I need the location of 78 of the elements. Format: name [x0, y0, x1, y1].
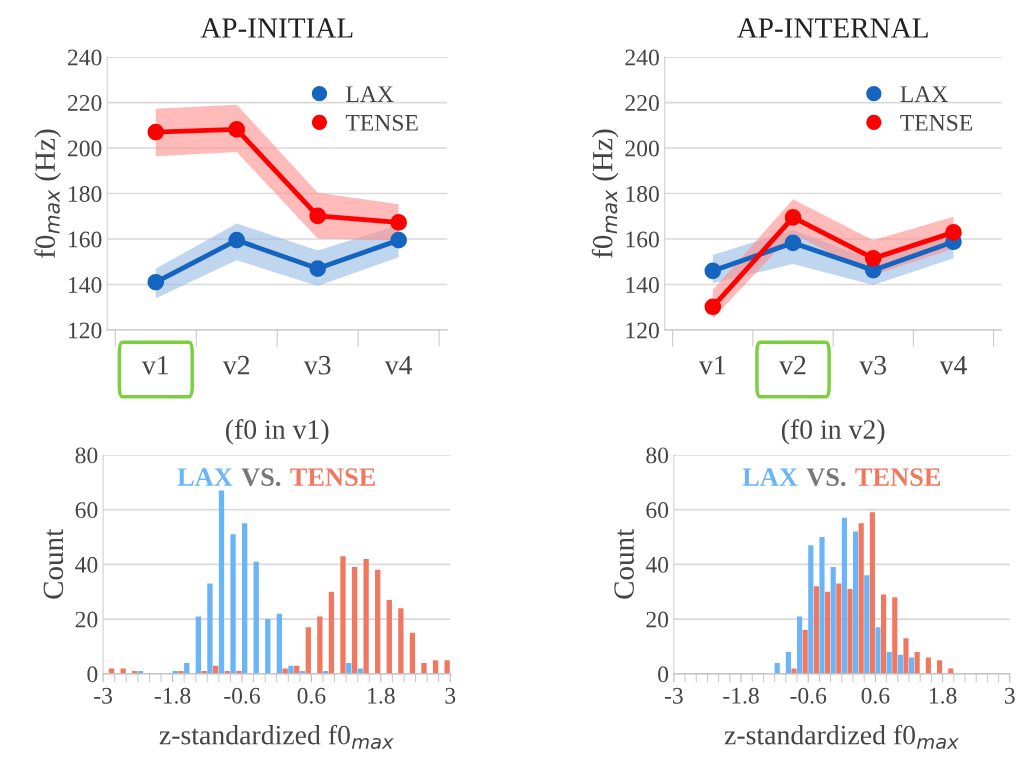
point: [390, 231, 407, 249]
x-tick-label: 1.8: [368, 687, 395, 704]
y-tick-label: 140: [69, 276, 102, 293]
x-tick-label: -0.6: [224, 687, 260, 704]
y-tick-label: 80: [75, 447, 98, 464]
y-tick-label: 160: [626, 231, 659, 248]
x-tick-label: -3: [664, 687, 683, 704]
legend-label: LAX: [346, 86, 394, 102]
x-tick-label: v4: [939, 355, 967, 375]
y-tick-label: 240: [625, 49, 659, 66]
text: TENSE: [290, 468, 375, 486]
x-axis-title: (f0 in v1): [225, 419, 329, 445]
y-tick-label: 220: [625, 95, 659, 111]
x-tick-label: v2: [779, 355, 806, 375]
y-tick-label: 60: [646, 502, 669, 519]
x-tick-label: 0.6: [861, 687, 890, 704]
y-axis-title: f0$_{max}$ (Hz): [34, 129, 61, 258]
point: [228, 121, 246, 138]
x-axis-title: (f0 in v2): [781, 419, 885, 445]
x-axis-title: z-standardized f0$_{max}$: [159, 724, 394, 750]
legend-label: TENSE: [900, 114, 973, 131]
point: [945, 224, 962, 241]
x-tick-label: v1: [698, 355, 726, 375]
x-tick-label: -0.6: [790, 687, 827, 704]
y-tick-label: 180: [626, 186, 659, 202]
x-tick-label: 0.6: [297, 687, 326, 704]
point: [864, 250, 882, 267]
x-axis-title: z-standardized f0$_{max}$: [724, 724, 959, 750]
y-tick-label: 220: [67, 95, 102, 111]
point: [228, 231, 246, 249]
y-tick-label: 0: [658, 666, 669, 683]
series-label: LAX: [177, 468, 233, 486]
x-tick-label: v4: [384, 355, 413, 375]
legend-label: TENSE: [345, 114, 418, 131]
point: [309, 207, 327, 225]
y-tick-label: 120: [626, 322, 659, 339]
point: [309, 260, 327, 277]
y-tick-label: 40: [75, 556, 98, 573]
x-tick-label: 3: [1005, 687, 1015, 704]
y-tick-label: 200: [67, 140, 102, 157]
y-tick-label: 140: [626, 276, 659, 293]
point: [704, 298, 722, 316]
x-tick-label: v3: [859, 355, 887, 375]
y-tick-label: 40: [645, 556, 669, 573]
x-tick-label: -3: [94, 687, 113, 704]
y-tick-label: 60: [75, 502, 98, 519]
y-tick-label: 160: [69, 231, 102, 248]
legend-label: LAX: [900, 86, 948, 102]
y-tick-label: 80: [646, 447, 669, 464]
point: [704, 262, 722, 280]
series-label: TENSE: [855, 468, 941, 486]
y-tick-label: 200: [625, 140, 659, 157]
point: [784, 234, 802, 252]
chart-title: AP-INITIAL: [200, 18, 353, 38]
point: [147, 273, 165, 291]
x-tick-label: -1.8: [154, 687, 191, 704]
x-tick-label: 1.8: [929, 687, 957, 704]
y-tick-label: 240: [67, 49, 102, 66]
y-axis-title: f0$_{max}$ (Hz): [591, 129, 619, 258]
x-tick-label: v3: [303, 355, 331, 375]
annotation: VS.: [241, 468, 281, 487]
chart-title: AP-INTERNAL: [737, 18, 928, 38]
annotation: VS.: [806, 468, 846, 487]
text: LAX: [742, 468, 798, 486]
x-tick-label: 3: [445, 687, 456, 704]
x-tick-label: v1: [141, 355, 168, 375]
y-tick-label: 20: [75, 611, 98, 628]
y-axis-title: Count: [43, 528, 64, 599]
point: [390, 214, 407, 231]
y-tick-label: 180: [69, 186, 102, 202]
x-tick-label: -1.8: [723, 687, 759, 704]
point: [784, 209, 802, 226]
y-tick-label: 20: [646, 611, 669, 628]
y-tick-label: 0: [87, 666, 98, 683]
point: [147, 123, 165, 141]
y-axis-title: Count: [614, 528, 634, 599]
y-tick-label: 120: [69, 322, 102, 339]
x-tick-label: v2: [222, 355, 250, 375]
